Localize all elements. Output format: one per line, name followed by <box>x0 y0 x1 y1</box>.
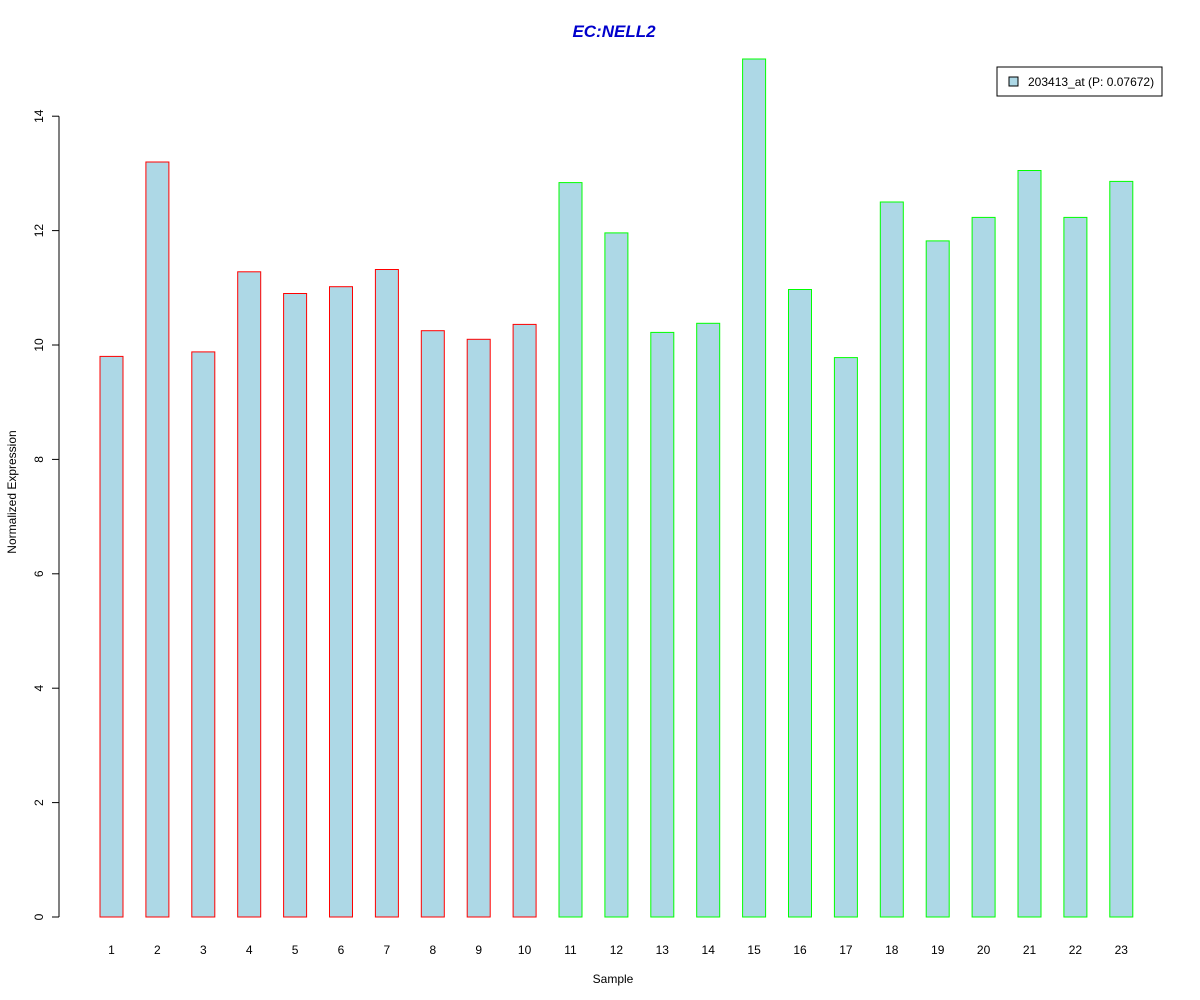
x-axis-title: Sample <box>593 972 634 986</box>
bar-sample-17 <box>833 357 858 918</box>
legend-label: 203413_at (P: 0.07672) <box>1028 75 1154 89</box>
x-tick-label: 17 <box>839 943 853 957</box>
x-tick-label: 12 <box>610 943 624 957</box>
y-tick-label: 2 <box>32 799 46 806</box>
x-tick-label: 16 <box>793 943 807 957</box>
bar-sample-12 <box>604 232 629 918</box>
legend: 203413_at (P: 0.07672) <box>996 66 1163 97</box>
bar-sample-3 <box>191 351 216 918</box>
bar-sample-20 <box>971 216 996 918</box>
bar-sample-16 <box>788 289 812 918</box>
x-tick-label: 19 <box>931 943 945 957</box>
x-tick-label: 10 <box>518 943 532 957</box>
bar-sample-7 <box>374 269 399 918</box>
bar-sample-23 <box>1109 180 1134 918</box>
bar-sample-14 <box>696 322 721 918</box>
y-tick-label: 8 <box>32 456 46 463</box>
x-tick-label: 15 <box>747 943 761 957</box>
y-tick-label: 6 <box>32 570 46 577</box>
y-tick-label: 12 <box>32 224 46 238</box>
x-tick-label: 4 <box>246 943 253 957</box>
legend-swatch <box>1008 76 1019 87</box>
x-tick-label: 22 <box>1069 943 1083 957</box>
x-tick-label: 14 <box>702 943 716 957</box>
x-tick-label: 20 <box>977 943 991 957</box>
x-tick-label: 9 <box>475 943 482 957</box>
x-tick-label: 1 <box>108 943 115 957</box>
legend-box <box>996 66 1163 97</box>
bar-sample-15 <box>742 58 767 918</box>
bar-sample-2 <box>145 161 170 918</box>
bar-sample-19 <box>925 240 950 918</box>
x-tick-label: 3 <box>200 943 207 957</box>
bar-sample-8 <box>420 330 445 918</box>
bar-sample-9 <box>466 338 491 918</box>
x-tick-label: 11 <box>564 943 577 957</box>
x-tick-label: 6 <box>338 943 345 957</box>
bar-sample-22 <box>1063 216 1088 918</box>
bar-sample-5 <box>283 293 308 918</box>
x-tick-label: 7 <box>384 943 391 957</box>
bar-sample-6 <box>329 286 353 918</box>
x-tick-label: 2 <box>154 943 161 957</box>
x-tick-label: 13 <box>656 943 670 957</box>
bar-sample-11 <box>558 182 583 918</box>
x-tick-label: 21 <box>1023 943 1037 957</box>
x-tick-labels: 1 2 3 4 5 6 7 8 9 10 11 12 13 14 15 16 17 18 19 20 21 22 23 <box>108 943 1128 957</box>
y-tick-label: 0 <box>32 913 46 920</box>
y-axis-title: Normalized Expression <box>5 430 19 553</box>
chart-title: EC:NELL2 <box>572 22 656 41</box>
bar-sample-13 <box>650 331 675 918</box>
x-tick-label: 23 <box>1115 943 1129 957</box>
bar-sample-4 <box>237 271 262 918</box>
bar-sample-1 <box>99 355 124 918</box>
y-tick-label: 4 <box>32 685 46 692</box>
bar-sample-10 <box>512 323 537 918</box>
x-tick-label: 18 <box>885 943 899 957</box>
y-tick-label: 14 <box>32 109 46 123</box>
x-tick-label: 5 <box>292 943 299 957</box>
y-tick-label: 10 <box>32 338 46 352</box>
y-axis: 0 2 4 6 8 10 12 14 <box>32 109 60 920</box>
x-tick-label: 8 <box>429 943 436 957</box>
bars <box>99 58 1134 918</box>
bar-sample-21 <box>1017 170 1042 918</box>
bar-sample-18 <box>879 201 904 918</box>
